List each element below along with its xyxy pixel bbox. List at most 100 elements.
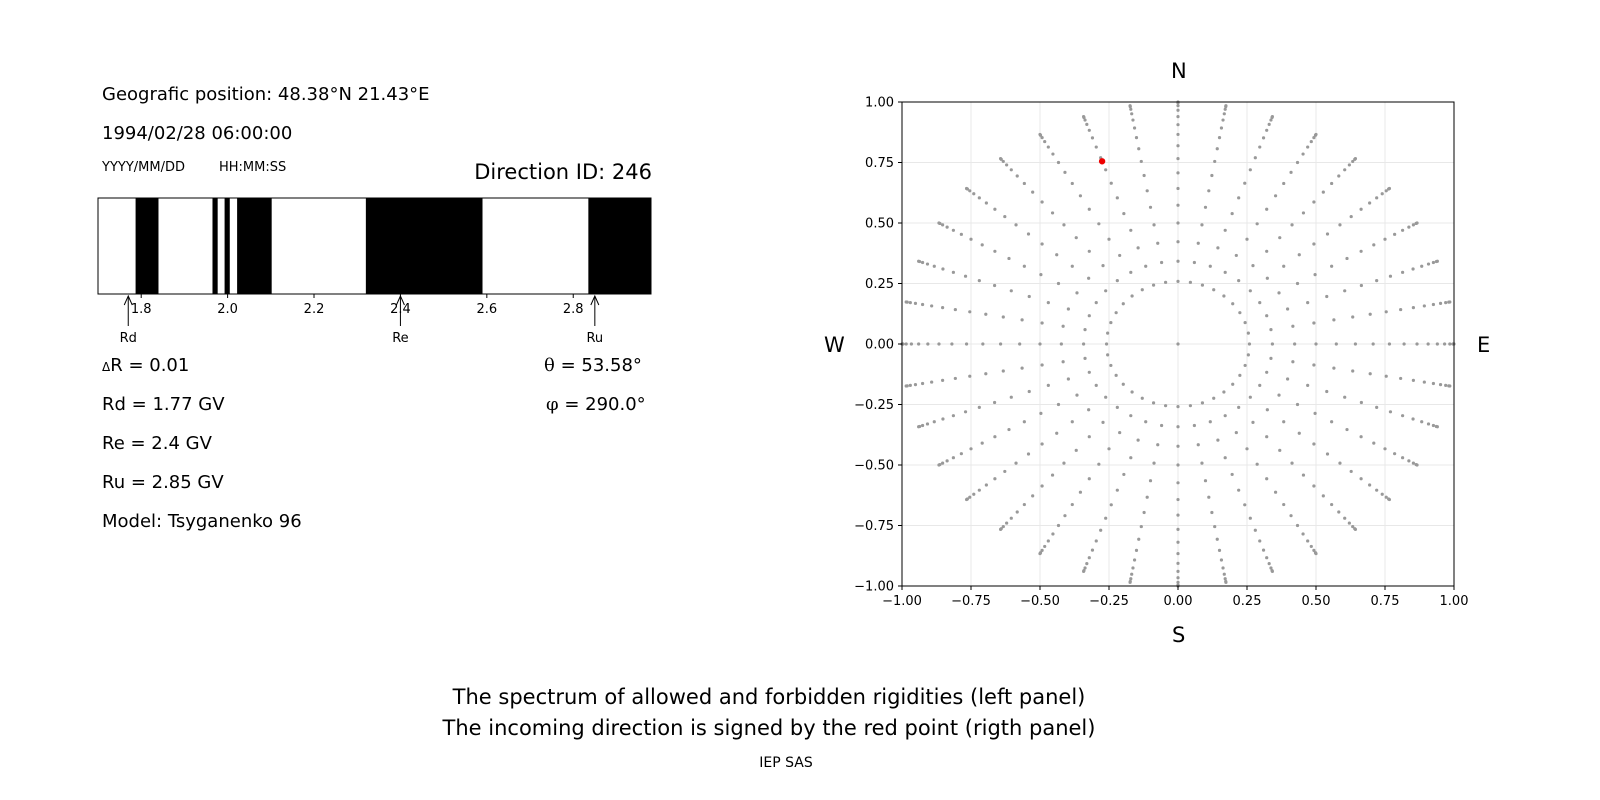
direction-grid-point: [1359, 400, 1363, 405]
direction-grid-point: [1330, 502, 1334, 507]
marker-label: Re: [392, 331, 408, 346]
direction-grid-point: [1176, 342, 1180, 346]
direction-grid-point: [1115, 405, 1119, 410]
direction-grid-point: [1337, 510, 1341, 514]
direction-grid-point: [1237, 488, 1241, 492]
direction-grid-point: [1222, 294, 1226, 298]
y-tick-label: −0.25: [854, 398, 894, 413]
x-tick-label: 2.2: [304, 302, 325, 317]
direction-grid-point: [1020, 318, 1024, 322]
direction-grid-point: [1297, 431, 1301, 435]
direction-grid-point: [1351, 159, 1355, 164]
direction-grid-point: [977, 405, 981, 410]
direction-grid-point: [1208, 264, 1212, 268]
direction-grid-point: [1020, 366, 1024, 370]
direction-grid-point: [984, 372, 988, 376]
direction-grid-point: [1078, 194, 1083, 198]
direction-grid-point: [1128, 580, 1132, 584]
direction-grid-point: [1265, 128, 1269, 132]
direction-grid-point: [1448, 342, 1452, 346]
direction-grid-point: [1338, 223, 1342, 227]
direction-grid-point: [968, 310, 972, 314]
direction-grid-point: [930, 304, 934, 308]
direction-grid-point: [1140, 288, 1144, 292]
phi-value: φ = 290.0°: [546, 394, 646, 415]
direction-grid-point: [1038, 551, 1042, 556]
direction-grid-point: [1039, 411, 1043, 416]
direction-grid-point: [1129, 456, 1133, 460]
direction-grid-point: [1031, 190, 1035, 194]
caption-line-2: The incoming direction is signed by the …: [442, 716, 1096, 740]
direction-grid-point: [980, 243, 984, 247]
direction-grid-point: [1090, 136, 1095, 140]
direction-grid-point: [1334, 342, 1338, 346]
direction-grid-point: [1448, 384, 1452, 388]
direction-grid-point: [1104, 342, 1109, 346]
direction-grid-point: [1393, 232, 1397, 236]
direction-grid-point: [1001, 159, 1005, 164]
direction-grid-point: [1312, 363, 1316, 367]
direction-grid-point: [1388, 410, 1393, 414]
direction-grid-point: [1411, 417, 1415, 421]
direction-grid-point: [1282, 264, 1286, 268]
direction-grid-point: [998, 527, 1003, 531]
direction-grid-point: [1213, 159, 1217, 164]
direction-grid-point: [1297, 253, 1301, 257]
direction-grid-point: [1411, 223, 1415, 227]
direction-grid-point: [1009, 395, 1013, 399]
direction-grid-point: [977, 488, 981, 492]
direction-grid-point: [1139, 159, 1143, 164]
direction-grid-point: [1258, 539, 1262, 543]
direction-grid-point: [1212, 396, 1216, 400]
direction-grid-point: [1265, 408, 1269, 412]
direction-grid-point: [1156, 241, 1160, 245]
direction-grid-point: [1401, 456, 1405, 460]
direction-grid-point: [1265, 314, 1269, 318]
direction-grid-point: [1200, 401, 1205, 405]
direction-grid-point: [917, 259, 921, 263]
direction-grid-point: [1007, 427, 1011, 432]
direction-grid-point: [1003, 214, 1007, 219]
direction-grid-point: [1265, 276, 1269, 280]
direction-grid-point: [1353, 527, 1358, 531]
direction-grid-point: [1040, 548, 1044, 552]
direction-grid-point: [1312, 200, 1316, 204]
direction-grid-point: [1216, 246, 1220, 250]
forbidden-band: [135, 198, 159, 294]
direction-grid-point: [1371, 342, 1375, 346]
direction-grid-point: [1087, 408, 1091, 412]
direction-grid-point: [1313, 272, 1317, 277]
direction-grid-point: [932, 264, 936, 268]
direction-grid-point: [1442, 342, 1447, 346]
direction-grid-point: [1152, 461, 1156, 465]
direction-grid-point: [1426, 422, 1431, 426]
direction-grid-point: [1015, 510, 1019, 514]
direction-grid-point: [953, 376, 957, 381]
direction-grid-point: [1114, 373, 1118, 377]
direction-grid-point: [1265, 370, 1269, 374]
direction-grid-point: [941, 417, 945, 421]
direction-grid-point: [1312, 548, 1316, 552]
direction-grid-point: [1375, 278, 1379, 283]
direction-grid-point: [1074, 236, 1078, 240]
direction-grid-point: [1407, 225, 1411, 229]
theta-value: θ = 53.58°: [544, 355, 642, 376]
direction-grid-point: [972, 492, 976, 496]
direction-grid-point: [1289, 170, 1293, 174]
direction-grid-point: [1203, 479, 1208, 483]
direction-grid-point: [1368, 312, 1372, 316]
direction-grid-point: [1343, 395, 1347, 399]
direction-grid-point: [981, 342, 985, 346]
direction-grid-point: [1415, 342, 1419, 346]
direction-grid-point: [1380, 192, 1384, 196]
direction-grid-point: [1237, 278, 1241, 283]
direction-grid-point: [1219, 126, 1224, 130]
direction-grid-point: [1130, 572, 1134, 576]
direction-grid-point: [1245, 447, 1249, 451]
direction-grid-point: [998, 157, 1003, 161]
direction-grid-point: [1399, 376, 1403, 381]
direction-grid-point: [1291, 360, 1295, 364]
direction-grid-point: [1325, 452, 1330, 456]
direction-grid-point: [1070, 264, 1074, 268]
direction-grid-point: [1401, 414, 1405, 418]
